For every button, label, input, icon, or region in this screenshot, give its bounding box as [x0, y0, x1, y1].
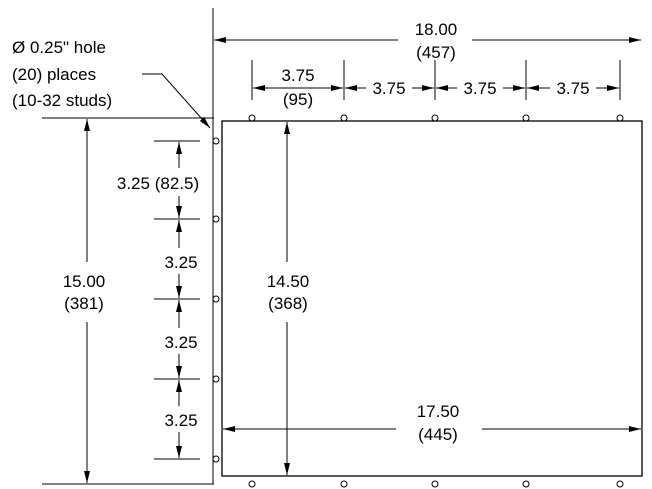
hole-top-3 — [431, 114, 439, 122]
panel-height-value: 14.50 — [267, 272, 310, 291]
spacing-top-4-value: 3.75 — [556, 79, 589, 98]
hole-left-1 — [212, 137, 220, 145]
panel-height-metric: (368) — [268, 294, 308, 313]
hole-note-line3: (10-32 studs) — [12, 91, 112, 110]
overall-width-metric: (457) — [416, 43, 456, 62]
hole-note-line2: (20) places — [12, 65, 96, 84]
spacing-top-1-metric: (95) — [283, 90, 313, 109]
spacing-side-3-value: 3.25 — [164, 333, 197, 352]
hole-note-leader — [142, 73, 211, 129]
spacing-top-2-value: 3.75 — [372, 79, 405, 98]
hole-top-4 — [522, 114, 530, 122]
hole-left-2 — [212, 215, 220, 223]
overall-height-metric: (381) — [64, 294, 104, 313]
panel-width-value: 17.50 — [417, 402, 460, 421]
label-bg-spacing-top-2 — [366, 78, 412, 96]
spacing-top-1-value: 3.75 — [281, 66, 314, 85]
hole-bottom-4 — [522, 480, 530, 488]
label-bg-spacing-top-4 — [550, 78, 596, 96]
hole-bottom-3 — [431, 480, 439, 488]
panel-width-metric: (445) — [418, 425, 458, 444]
overall-width-value: 18.00 — [415, 20, 458, 39]
hole-bottom-2 — [340, 480, 348, 488]
mounting-holes — [212, 114, 624, 488]
overall-height-value: 15.00 — [63, 272, 106, 291]
hole-left-4 — [212, 375, 220, 383]
spacing-side-2-value: 3.25 — [164, 253, 197, 272]
hole-note-line1: Ø 0.25" hole — [12, 38, 106, 57]
panel-outline — [221, 120, 643, 477]
spacing-top-3-value: 3.75 — [463, 79, 496, 98]
hole-top-1 — [248, 114, 256, 122]
spacing-side-1-text: 3.25 (82.5) — [117, 174, 199, 193]
spacing-side-1-value: 3.25 — [117, 174, 150, 193]
spacing-side-1-metric: (82.5) — [155, 174, 199, 193]
hole-top-2 — [340, 114, 348, 122]
hole-left-5 — [212, 455, 220, 463]
hole-top-5 — [616, 114, 624, 122]
hole-bottom-5 — [616, 480, 624, 488]
label-bg-spacing-top-3 — [457, 78, 503, 96]
hole-bottom-1 — [248, 480, 256, 488]
hole-left-3 — [212, 295, 220, 303]
spacing-side-4-value: 3.25 — [164, 411, 197, 430]
